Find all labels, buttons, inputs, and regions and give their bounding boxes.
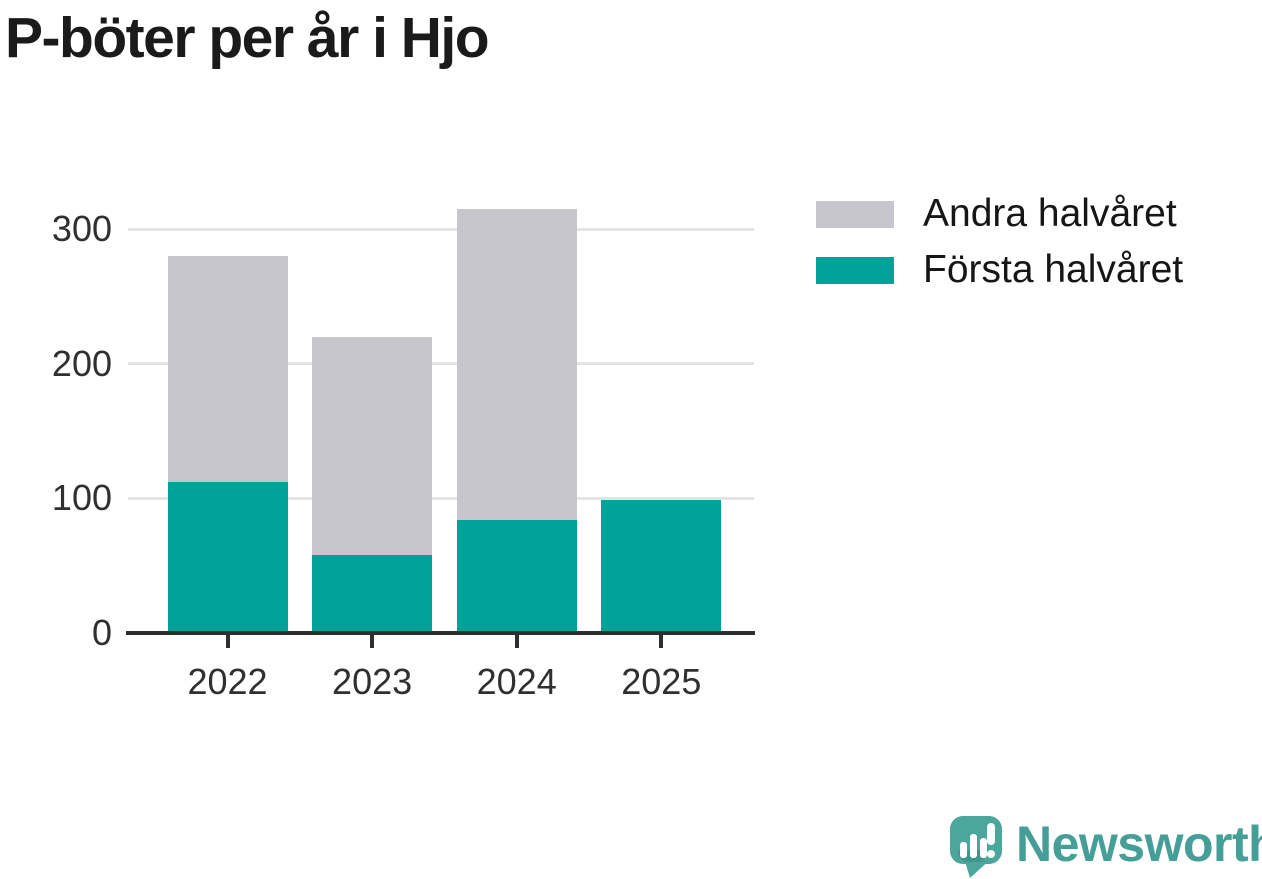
logo-mini-bar-icon	[980, 838, 987, 858]
legend-swatch	[816, 200, 894, 228]
x-tick-label-2024: 2024	[476, 661, 557, 702]
bar-2024-andra-halv-ret	[456, 208, 577, 520]
legend: Andra halvåret Första halvåret	[816, 186, 1183, 298]
legend-swatch	[816, 256, 894, 284]
legend-label: Andra halvåret	[923, 192, 1177, 235]
logo-exclamation-dot-icon	[987, 850, 995, 858]
x-tick-label-2025: 2025	[621, 661, 702, 702]
x-tick-2023	[370, 635, 375, 648]
y-tick-label-300: 300	[51, 208, 112, 249]
chart-title: P-böter per år i Hjo	[5, 6, 490, 70]
bar-2022-f-rsta-halv-ret	[167, 482, 288, 633]
x-tick-label-2023: 2023	[332, 661, 413, 702]
x-tick-2022	[225, 635, 230, 648]
gridline-300	[128, 227, 754, 231]
logo-inner-shadow	[958, 850, 984, 862]
gridline-100	[128, 496, 754, 500]
legend-item-f-rsta-halv-ret: Första halvåret	[816, 242, 1183, 298]
x-axis-line	[126, 631, 755, 635]
logo-bubble-tail	[964, 858, 992, 878]
legend-label: Första halvåret	[923, 248, 1184, 291]
x-tick-2025	[659, 635, 664, 648]
bar-2025-f-rsta-halv-ret	[601, 499, 722, 633]
logo-mini-bar-icon	[970, 834, 977, 858]
y-tick-label-0: 0	[91, 612, 112, 653]
y-tick-label-200: 200	[51, 342, 112, 384]
x-tick-2024	[514, 635, 519, 648]
bar-2022-andra-halv-ret	[167, 255, 288, 483]
legend-item-andra-halv-ret: Andra halvåret	[816, 186, 1183, 242]
gridline-200	[128, 362, 754, 366]
logo-exclamation-icon	[987, 823, 995, 845]
branding-name: Newsworthy	[1016, 816, 1262, 872]
logo-mini-bar-icon	[960, 842, 967, 858]
y-tick-label-100: 100	[51, 477, 112, 519]
bar-2024-f-rsta-halv-ret	[456, 519, 577, 633]
x-tick-label-2022: 2022	[187, 661, 268, 702]
bar-2023-andra-halv-ret	[312, 336, 433, 555]
logo-bubble	[950, 816, 1002, 864]
bar-2023-f-rsta-halv-ret	[312, 554, 433, 633]
